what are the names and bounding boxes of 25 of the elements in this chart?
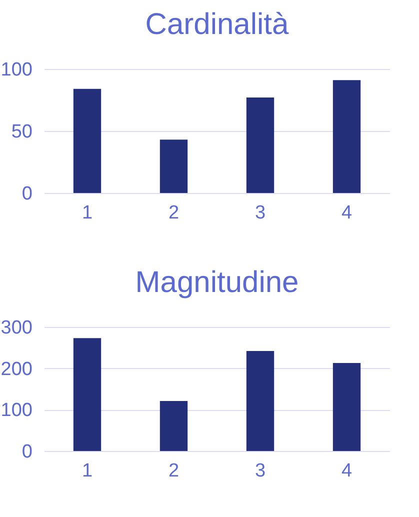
x-tick-label: 2 bbox=[168, 460, 180, 482]
x-tick-label: 3 bbox=[254, 202, 266, 224]
x-tick-label: 1 bbox=[82, 202, 93, 224]
chart-title: Cardinalità bbox=[145, 8, 290, 41]
x-tick-label: 4 bbox=[341, 460, 352, 482]
bar bbox=[73, 88, 102, 193]
y-tick-label: 0 bbox=[22, 184, 32, 204]
x-tick-label: 3 bbox=[254, 460, 266, 482]
bar bbox=[246, 98, 274, 193]
y-tick-label: 200 bbox=[0, 358, 32, 380]
y-tick-label: 100 bbox=[0, 400, 32, 422]
bar bbox=[332, 80, 361, 193]
bar bbox=[332, 362, 361, 451]
y-tick-label: 0 bbox=[22, 442, 32, 462]
x-tick-label: 1 bbox=[82, 460, 93, 482]
x-tick-label: 4 bbox=[341, 202, 352, 224]
bar bbox=[160, 140, 188, 193]
chart-title: Magnitudine bbox=[135, 266, 299, 299]
bar bbox=[73, 338, 102, 451]
bar bbox=[160, 400, 188, 451]
y-tick-label: 50 bbox=[11, 122, 32, 142]
y-tick-label: 300 bbox=[0, 318, 32, 338]
x-tick-label: 2 bbox=[168, 202, 180, 224]
bar bbox=[246, 350, 274, 451]
y-tick-label: 100 bbox=[0, 60, 32, 80]
